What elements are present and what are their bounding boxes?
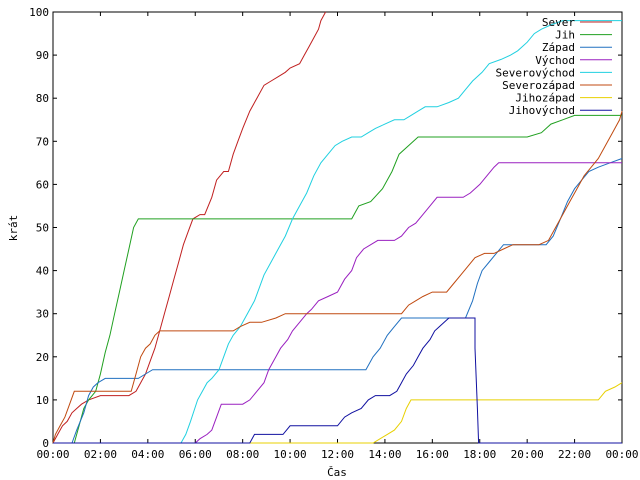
y-tick-label: 90 [36,49,49,62]
x-tick-label: 04:00 [131,448,164,461]
x-tick-label: 16:00 [416,448,449,461]
series-line-Severovýchod [53,20,622,444]
x-axis-label: Čas [327,466,347,479]
series-line-Jihovýchod [53,317,622,444]
x-tick-label: 14:00 [368,448,401,461]
series-lines [52,11,623,444]
legend-label: Sever [542,16,575,29]
legend: SeverJihZápadVýchodSeverovýchodSeverozáp… [496,16,612,117]
y-tick-label: 60 [36,178,49,191]
y-tick-label: 0 [42,437,49,450]
y-tick-label: 80 [36,92,49,105]
legend-label: Jih [555,29,575,42]
x-axis: 00:00 02:00 04:00 06:00 08:00 10:00 12:00 14:00… [36,12,639,461]
series-line-Západ [53,158,623,444]
x-tick-label: 00:00 [36,448,69,461]
legend-label: Východ [535,54,575,67]
x-tick-label: 12:00 [321,448,354,461]
legend-label: Jihovýchod [509,104,575,117]
y-tick-label: 30 [36,308,49,321]
x-tick-label: 22:00 [558,448,591,461]
y-tick-label: 20 [36,351,49,364]
series-line-Jihozápad [53,382,623,444]
y-tick-label: 70 [36,135,49,148]
y-tick-label: 40 [36,265,49,278]
x-tick-label: 02:00 [84,448,117,461]
x-tick-label: 08:00 [226,448,259,461]
series-line-Severozápad [52,110,623,444]
legend-label: Jihozápad [515,92,575,105]
y-tick-label: 100 [29,6,49,19]
x-tick-label: 10:00 [274,448,307,461]
legend-label: Severovýchod [496,66,575,79]
series-line-Sever [52,11,327,444]
series-line-Jih [53,114,622,444]
x-tick-label: 20:00 [511,448,544,461]
y-tick-label: 50 [36,222,49,235]
y-axis-label: krát [7,215,20,242]
series-line-Východ [53,162,622,444]
y-tick-label: 10 [36,394,49,407]
legend-label: Západ [542,41,575,54]
x-tick-label: 00:00 [605,448,638,461]
y-axis: 0 10 20 30 40 50 60 70 80 90 100 [29,6,622,450]
x-tick-label: 06:00 [179,448,212,461]
x-tick-label: 18:00 [463,448,496,461]
legend-label: Severozápad [502,79,575,92]
